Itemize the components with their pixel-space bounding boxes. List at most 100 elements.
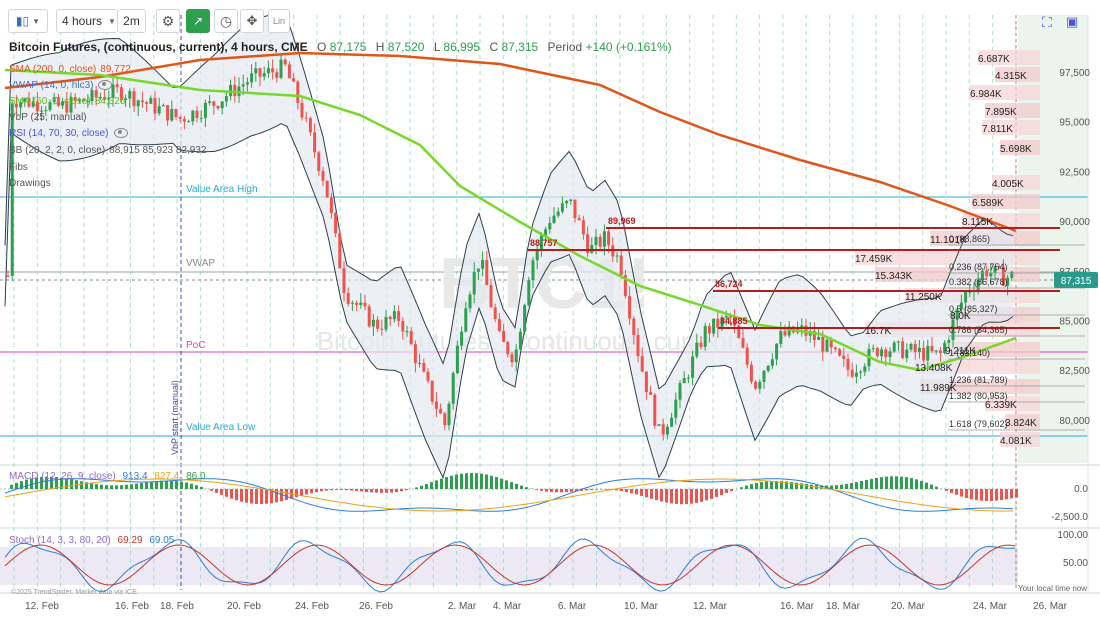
macd-histogram-bar <box>820 485 823 489</box>
lin-label: Lin <box>272 16 285 26</box>
macd-histogram-bar <box>705 489 708 501</box>
candle-body <box>720 317 724 328</box>
volume-profile-label: 8.115K <box>962 217 993 228</box>
candle-body <box>485 259 489 286</box>
stoch-d-value: 69.05 <box>149 535 175 546</box>
macd-histogram-bar <box>770 481 773 489</box>
camera-icon[interactable]: ▣ <box>1066 14 1079 29</box>
candle-body <box>552 215 556 224</box>
candle-body <box>934 350 938 352</box>
candle-body <box>23 98 27 103</box>
fullscreen-icon[interactable]: ⛶ <box>1042 14 1052 30</box>
macd-histogram-bar <box>775 481 778 489</box>
chart-type-button[interactable]: ▮▯ ▼ <box>8 9 48 33</box>
macd-histogram-bar <box>645 489 648 498</box>
candle-body <box>1010 271 1014 278</box>
candle-body <box>632 318 636 336</box>
legend-label: Fibs <box>9 162 28 173</box>
legend-sma50[interactable]: SMA (50, 0, close) 84,326 <box>9 96 125 108</box>
candle-body <box>283 59 287 65</box>
candle-body <box>187 121 191 123</box>
macd-histogram-bar <box>540 489 543 491</box>
macd-histogram-bar <box>550 489 553 493</box>
candle-body <box>82 98 86 102</box>
candle-body <box>405 331 409 333</box>
macd-legend[interactable]: MACD (12, 26, 9, close) 913.4 827.4 86.0 <box>9 471 206 483</box>
macd-histogram-bar <box>905 477 908 489</box>
time-button[interactable]: ◷ <box>214 9 238 33</box>
candle-body <box>640 356 644 372</box>
macd-histogram-bar <box>360 489 363 492</box>
volume-profile-label: 7.895K <box>985 107 1017 118</box>
legend-vwap[interactable]: VWAP (14, 0, hlc3) <box>9 80 113 92</box>
macd-tick: 0.0 <box>1074 484 1088 495</box>
candle-body <box>334 213 338 234</box>
legend-bb[interactable]: BB (20, 2, 2, 0, close) 88,915 85,923 82,… <box>9 145 207 157</box>
timeframe-select[interactable]: 4 hours ▼ <box>56 9 118 33</box>
candle-body <box>829 339 833 348</box>
candle-body <box>489 285 493 308</box>
candle-body <box>678 383 682 400</box>
candle-body <box>859 371 863 373</box>
fib-label: 0.382 (86,678) <box>949 277 1008 287</box>
candle-body <box>838 349 842 356</box>
macd-histogram-bar <box>515 483 518 489</box>
macd-histogram-bar <box>170 480 173 489</box>
macd-histogram-bar <box>850 483 853 489</box>
macd-histogram-bar <box>520 485 523 489</box>
candle-body <box>380 328 384 330</box>
macd-histogram-bar <box>790 482 793 489</box>
macd-histogram-bar <box>565 489 568 493</box>
macd-histogram-bar <box>150 481 153 489</box>
candle-body <box>481 259 485 269</box>
candle-body <box>854 372 858 377</box>
candle-body <box>90 90 94 102</box>
low-value: 86,995 <box>443 40 481 54</box>
chevron-down-icon: ▼ <box>32 16 41 26</box>
price-level-label: 86,724 <box>715 279 743 289</box>
macd-histogram-bar <box>600 489 603 490</box>
volume-profile-label: 5.698K <box>1000 144 1032 155</box>
legend-label: SMA (50, 0, close) <box>9 96 91 107</box>
candle-body <box>989 272 993 277</box>
legend-label: VbP (25, manual) <box>9 112 87 123</box>
lin-scale-button[interactable]: Lin <box>268 9 290 33</box>
macd-histogram-bar <box>430 482 433 489</box>
macd-histogram-bar <box>120 485 123 489</box>
candle-body <box>619 255 623 276</box>
interval-field[interactable]: 2m <box>118 9 146 33</box>
candle-body <box>754 381 758 389</box>
candle-body <box>174 109 178 117</box>
legend-drawings[interactable]: Drawings <box>9 178 51 190</box>
legend-sma200[interactable]: SMA (200, 0, close) 89,772 <box>9 64 131 76</box>
macd-histogram-bar <box>845 483 848 489</box>
candle-body <box>724 316 728 318</box>
macd-histogram-bar <box>865 479 868 489</box>
eye-icon[interactable] <box>98 80 113 91</box>
candle-body <box>157 106 161 114</box>
crosshair-button[interactable]: ✥ <box>240 9 264 33</box>
stoch-legend[interactable]: Stoch (14, 3, 3, 80, 20) 69.29 69.05 <box>9 535 174 547</box>
drawing-mode-button[interactable]: ↗ <box>186 9 210 33</box>
legend-fibs[interactable]: Fibs <box>9 162 28 174</box>
volume-profile-bar <box>1000 432 1040 447</box>
legend-vbp[interactable]: VbP (25, manual) <box>9 112 87 124</box>
legend-rsi[interactable]: RSI (14, 70, 30, close) <box>9 128 128 140</box>
macd-signal-line <box>4 478 1014 512</box>
eye-icon[interactable] <box>113 128 128 139</box>
fib-label: 1.382 (80,953) <box>949 391 1008 401</box>
candle-body <box>418 362 422 364</box>
macd-histogram-bar <box>440 478 443 489</box>
macd-histogram-bar <box>10 484 13 489</box>
macd-histogram-bar <box>990 489 993 501</box>
settings-button[interactable]: ⚙ <box>156 9 180 33</box>
candle-body <box>804 325 808 336</box>
volume-profile-label: 6.339K <box>985 400 1017 411</box>
candle-body <box>909 344 913 350</box>
date-tick: 20. Feb <box>227 601 261 612</box>
candle-body <box>392 311 396 320</box>
macd-histogram-bar <box>830 485 833 489</box>
candle-body <box>292 78 296 82</box>
